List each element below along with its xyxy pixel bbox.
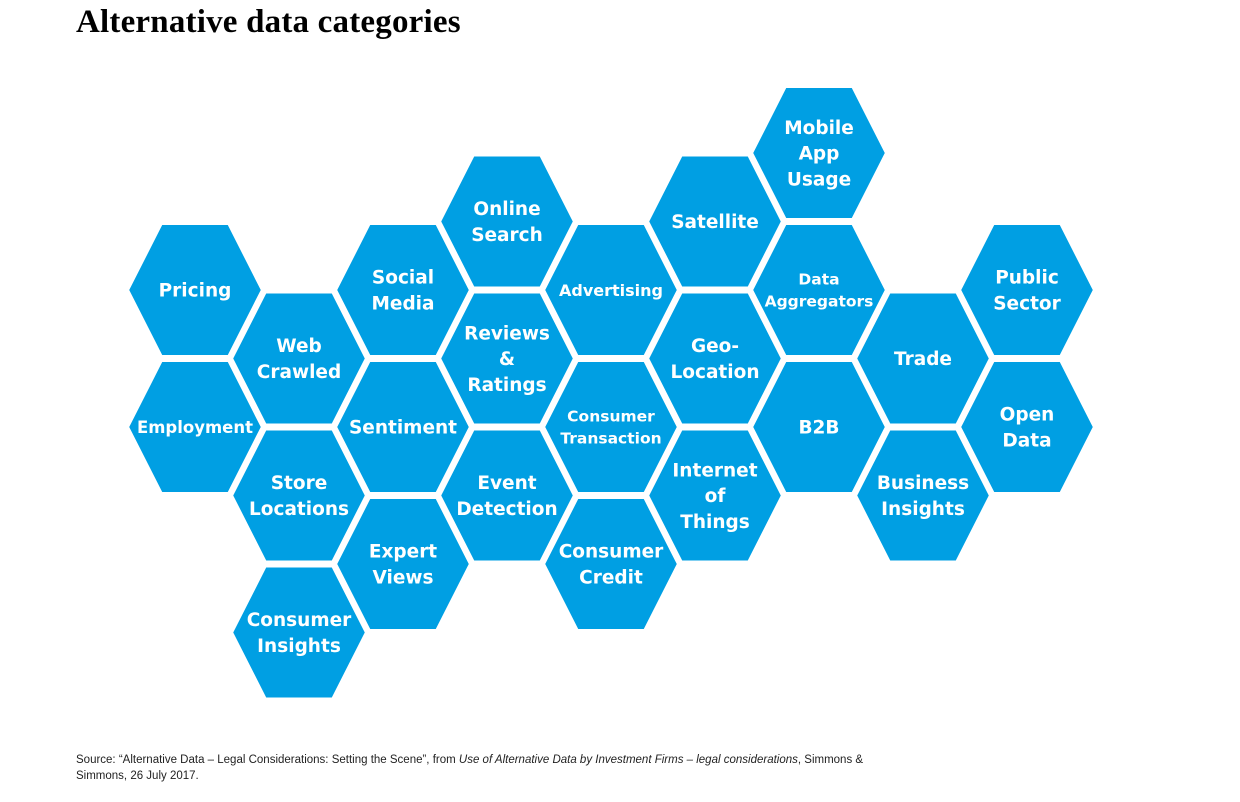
hex-business-insights: Business Insights: [852, 426, 994, 565]
hex-consumer-insights: Consumer Insights: [228, 563, 370, 702]
hex-shape: [436, 426, 578, 565]
hex-label: &: [499, 349, 515, 370]
hex-shape: [852, 289, 994, 428]
hex-shape: [124, 358, 266, 496]
hex-label: Ratings: [467, 375, 546, 396]
hex-employment: Employment: [124, 358, 266, 496]
hex-label: Consumer: [247, 610, 352, 631]
hex-label: Employment: [137, 418, 253, 437]
source-citation: Source: “Alternative Data – Legal Consid…: [76, 752, 876, 784]
hex-label: Search: [471, 225, 543, 246]
hex-pricing: Pricing: [124, 221, 266, 359]
hex-b2b: B2B: [748, 358, 890, 496]
hex-label: Locations: [249, 499, 349, 520]
hex-public-sector: Public Sector: [956, 221, 1098, 359]
hex-expert-views: Expert Views: [332, 495, 474, 633]
hex-label: Sentiment: [349, 418, 457, 439]
hex-shape: [228, 563, 370, 702]
source-prefix: Source: “Alternative Data – Legal Consid…: [76, 754, 459, 766]
hex-social-media: Social Media: [332, 221, 474, 359]
hex-shape: [228, 289, 370, 428]
hex-consumer-transaction: Consumer Transaction: [540, 358, 682, 496]
hex-label: Pricing: [159, 281, 232, 302]
hex-label: Online: [473, 199, 540, 220]
hex-event-detection: Event Detection: [436, 426, 578, 565]
hex-shape: [228, 426, 370, 565]
hex-shape: [436, 152, 578, 291]
hex-mobile-app-usage: Mobile App Usage: [748, 84, 890, 222]
source-suffix: , Simmons & Simmons, 26 July 2017.: [76, 754, 864, 782]
hex-open-data: Open Data: [956, 358, 1098, 496]
hex-shape: [540, 358, 682, 496]
hex-label: Social: [372, 268, 434, 289]
hex-label: Location: [670, 362, 759, 383]
hex-label: Geo-: [691, 336, 739, 357]
hex-shape: [540, 495, 682, 633]
hex-sentiment: Sentiment: [332, 358, 474, 496]
hex-label: Things: [680, 512, 750, 533]
hex-shape: [540, 221, 682, 359]
hex-label: of: [705, 486, 727, 507]
hex-shape: [852, 426, 994, 565]
hex-label: Crawled: [257, 362, 341, 383]
hex-label: Credit: [579, 568, 643, 589]
hex-geo-location: Geo- Location: [644, 289, 786, 428]
hex-label: Business: [877, 473, 969, 494]
hex-label: Aggregators: [765, 292, 874, 310]
hex-store-locations: Store Locations: [228, 426, 370, 565]
hex-label: Data: [798, 271, 839, 289]
hex-advertising: Advertising: [540, 221, 682, 359]
hex-shape: [748, 358, 890, 496]
page-title: Alternative data categories: [76, 4, 461, 40]
hex-label: Satellite: [671, 212, 759, 233]
hex-shape: [956, 358, 1098, 496]
hex-label: B2B: [798, 418, 839, 439]
hex-label: Store: [271, 473, 328, 494]
hex-label: Advertising: [559, 281, 663, 300]
hex-shape: [644, 152, 786, 291]
hex-label: Insights: [257, 636, 341, 657]
hex-data-aggregators: Data Aggregators: [748, 221, 890, 359]
hex-shape: [748, 221, 890, 359]
hex-label: Insights: [881, 499, 965, 520]
hex-trade: Trade: [852, 289, 994, 428]
hex-label: Usage: [787, 170, 851, 191]
hexagon-diagram: Pricing Employment Web Crawled Store Location…: [124, 84, 1098, 702]
hex-label: Web: [276, 336, 322, 357]
hex-internet-of-things: Internet of Things: [644, 426, 786, 565]
hex-reviews-ratings: Reviews & Ratings: [436, 289, 578, 428]
hex-shape: [956, 221, 1098, 359]
hex-satellite: Satellite: [644, 152, 786, 291]
hex-label: Media: [371, 294, 434, 315]
hex-shape: [644, 426, 786, 565]
hex-label: Data: [1002, 431, 1051, 452]
hex-label: Trade: [894, 349, 952, 370]
hex-label: Reviews: [464, 323, 550, 344]
hex-label: Consumer: [567, 408, 655, 426]
hex-web-crawled: Web Crawled: [228, 289, 370, 428]
hex-label: Mobile: [784, 118, 854, 139]
hex-label: Open: [1000, 405, 1055, 426]
hex-label: Detection: [456, 499, 557, 520]
source-publication: Use of Alternative Data by Investment Fi…: [458, 754, 798, 766]
hex-label: Internet: [672, 460, 757, 481]
hex-shape: [644, 289, 786, 428]
hex-online-search: Online Search: [436, 152, 578, 291]
hex-shape: [332, 495, 474, 633]
hex-shape: [332, 221, 474, 359]
hex-label: Consumer: [559, 542, 664, 563]
hex-label: Sector: [993, 294, 1061, 315]
hex-label: Public: [995, 268, 1059, 289]
hex-label: Views: [373, 568, 434, 589]
hex-shape: [436, 289, 578, 428]
hex-shape: [748, 84, 890, 222]
hex-consumer-credit: Consumer Credit: [540, 495, 682, 633]
hex-label: Expert: [369, 542, 437, 563]
hex-label: App: [799, 144, 840, 165]
hex-label: Event: [477, 473, 536, 494]
hex-shape: [332, 358, 474, 496]
hex-shape: [124, 221, 266, 359]
hex-label: Transaction: [560, 429, 661, 447]
